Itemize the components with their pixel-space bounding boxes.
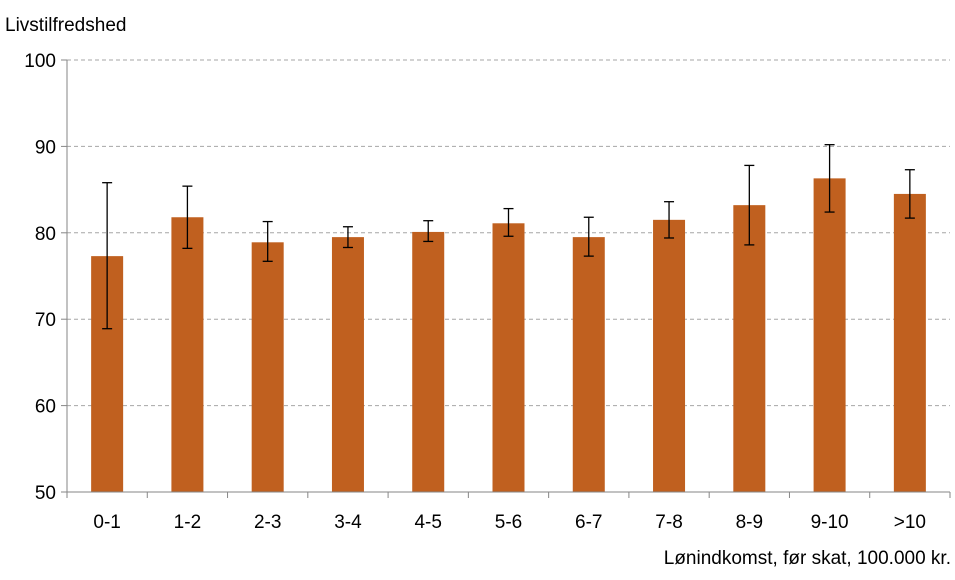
x-tick-label: 5-6 [495,512,522,533]
x-tick-label: 9-10 [811,512,849,533]
x-axis-label: Lønindkomst, før skat, 100.000 kr. [664,548,951,569]
x-tick-label: 7-8 [655,512,682,533]
error-bars [102,144,915,330]
bar-2-3 [251,242,284,492]
x-tick-label: 3-4 [334,512,362,533]
bar-5-6 [492,223,525,492]
error-bar-3-4 [342,226,353,249]
bar->10 [893,193,926,493]
error-bar-7-8 [664,201,675,239]
bar-8-9 [733,205,766,493]
error-bar-6-7 [583,216,594,257]
bar-9-10 [813,178,846,493]
x-tick-label: 0-1 [93,512,120,533]
bar-3-4 [331,237,364,492]
bar-6-7 [572,237,605,492]
error-bar-1-2 [182,185,193,250]
y-tick-labels: 50 60 70 80 90 100 [24,51,56,504]
y-tick-label: 100 [24,51,56,72]
x-tick-labels: 0-1 1-2 2-3 3-4 4-5 5-6 6-7 7-8 8-9 9-10 >10 [93,512,926,533]
y-tick-label: 70 [35,310,56,331]
y-tick-label: 50 [35,483,56,504]
y-axis-label: Livstilfredshed [5,15,126,36]
error-bar-5-6 [503,207,514,237]
y-tick-label: 80 [35,224,56,245]
error-bar-2-3 [262,220,273,262]
x-tick-label: 6-7 [575,512,602,533]
error-bar-4-5 [423,220,434,243]
error-bar-8-9 [744,164,755,246]
error-bar-0-1 [102,182,113,330]
error-bar->10 [904,169,915,219]
x-tick-label: 8-9 [736,512,763,533]
bar-4-5 [412,231,445,492]
x-tick-label: >10 [894,512,926,533]
bars [91,178,926,493]
x-tick-label: 4-5 [414,512,441,533]
x-tick-label: 1-2 [174,512,201,533]
axes [61,59,951,498]
bar-7-8 [653,219,686,492]
error-bar-9-10 [824,144,835,213]
y-tick-label: 90 [35,137,56,158]
x-tick-label: 2-3 [254,512,281,533]
y-tick-label: 60 [35,397,56,418]
bar-1-2 [171,217,204,493]
